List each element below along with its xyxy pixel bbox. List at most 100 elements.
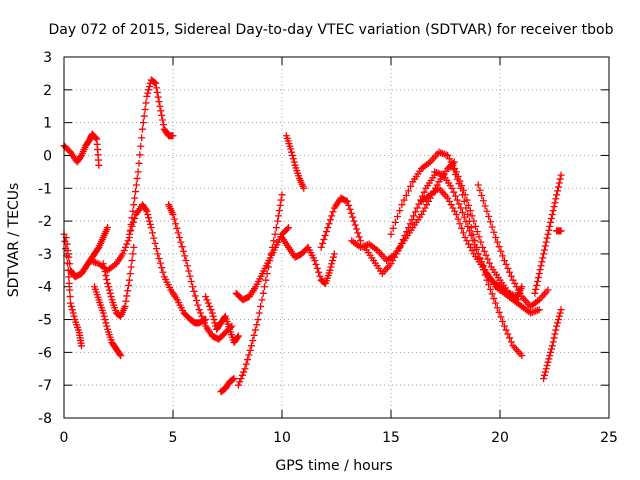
data-point (540, 246, 548, 254)
data-point (211, 319, 219, 327)
data-point (119, 250, 127, 258)
data-point (535, 306, 543, 314)
data-point (128, 256, 136, 264)
data-point (69, 309, 77, 317)
data-point (455, 200, 463, 208)
data-point (453, 175, 461, 183)
data-point (117, 352, 125, 360)
data-point (181, 252, 189, 260)
data-point (456, 220, 464, 228)
data-point (172, 220, 180, 228)
series-sat-n (278, 234, 338, 287)
data-point (458, 224, 466, 232)
data-point (478, 260, 486, 268)
data-point (65, 273, 73, 281)
data-point (547, 214, 555, 222)
data-point (475, 233, 483, 241)
data-point (198, 312, 206, 320)
data-point (147, 224, 155, 232)
tick-labels: 0 5 10 15 20 25 -8 -7 -6 -5 -4 -3 -2 -1 0 1 2 3 (38, 50, 618, 446)
data-point (116, 350, 124, 358)
data-point (141, 106, 149, 114)
data-point (283, 225, 291, 233)
data-point (532, 285, 540, 293)
data-point (485, 212, 493, 220)
data-point (479, 243, 487, 251)
data-point (402, 191, 410, 199)
series-sat-q (361, 171, 439, 278)
data-point (540, 371, 548, 379)
data-point (410, 212, 418, 220)
data-point (497, 247, 505, 255)
data-point (174, 229, 182, 237)
data-point (450, 166, 458, 174)
series-sat-d (86, 76, 177, 274)
data-point (183, 262, 191, 270)
data-point (130, 243, 138, 251)
data-point (468, 212, 476, 220)
data-point (270, 237, 278, 245)
data-point (132, 188, 140, 196)
data-point (271, 230, 279, 238)
data-point (152, 245, 160, 253)
data-point (481, 271, 489, 279)
series-sat-h (165, 201, 236, 343)
data-point (185, 267, 193, 275)
data-point (411, 208, 419, 216)
data-point (500, 322, 508, 330)
data-point (537, 262, 545, 270)
data-point (549, 338, 557, 346)
data-point (356, 237, 364, 245)
data-point (549, 207, 557, 215)
data-point (325, 220, 333, 228)
data-point (288, 148, 296, 156)
data-point (554, 316, 562, 324)
data-point (462, 204, 470, 212)
data-point (350, 217, 358, 225)
data-point (261, 283, 269, 291)
y-tick-label: 3 (43, 50, 52, 66)
data-point (349, 213, 357, 221)
data-point (145, 83, 153, 91)
series-sat-b (60, 230, 85, 350)
data-point (289, 155, 297, 163)
data-point (104, 283, 112, 291)
data-point (257, 302, 265, 310)
data-point (504, 330, 512, 338)
data-point (129, 250, 137, 258)
data-point (506, 268, 514, 276)
data-point (66, 260, 74, 268)
data-point (541, 242, 549, 250)
data-point (245, 351, 253, 359)
data-point (459, 209, 467, 217)
data-point (538, 258, 546, 266)
series-sat-o (317, 194, 364, 251)
data-point (123, 292, 131, 300)
data-point (121, 302, 129, 310)
data-point (355, 233, 363, 241)
data-point (462, 218, 470, 226)
data-point (234, 333, 242, 341)
data-point (557, 227, 565, 235)
x-tick-label: 20 (491, 430, 509, 446)
data-point (244, 356, 252, 364)
data-point (135, 159, 143, 167)
data-point (486, 218, 494, 226)
data-point (554, 183, 562, 191)
y-tick-label: -5 (38, 313, 52, 329)
data-point (145, 214, 153, 222)
data-point (276, 201, 284, 209)
data-point (351, 221, 359, 229)
data-point (139, 119, 147, 127)
data-point (230, 375, 238, 383)
data-point (287, 145, 295, 153)
y-tick-label: 1 (43, 116, 52, 132)
data-point (399, 235, 407, 243)
data-point (208, 309, 216, 317)
data-point (156, 259, 164, 267)
series-sat-j (217, 375, 238, 396)
data-point (182, 256, 190, 264)
data-point (129, 207, 137, 215)
data-point (322, 228, 330, 236)
series-sat-l (234, 191, 286, 389)
